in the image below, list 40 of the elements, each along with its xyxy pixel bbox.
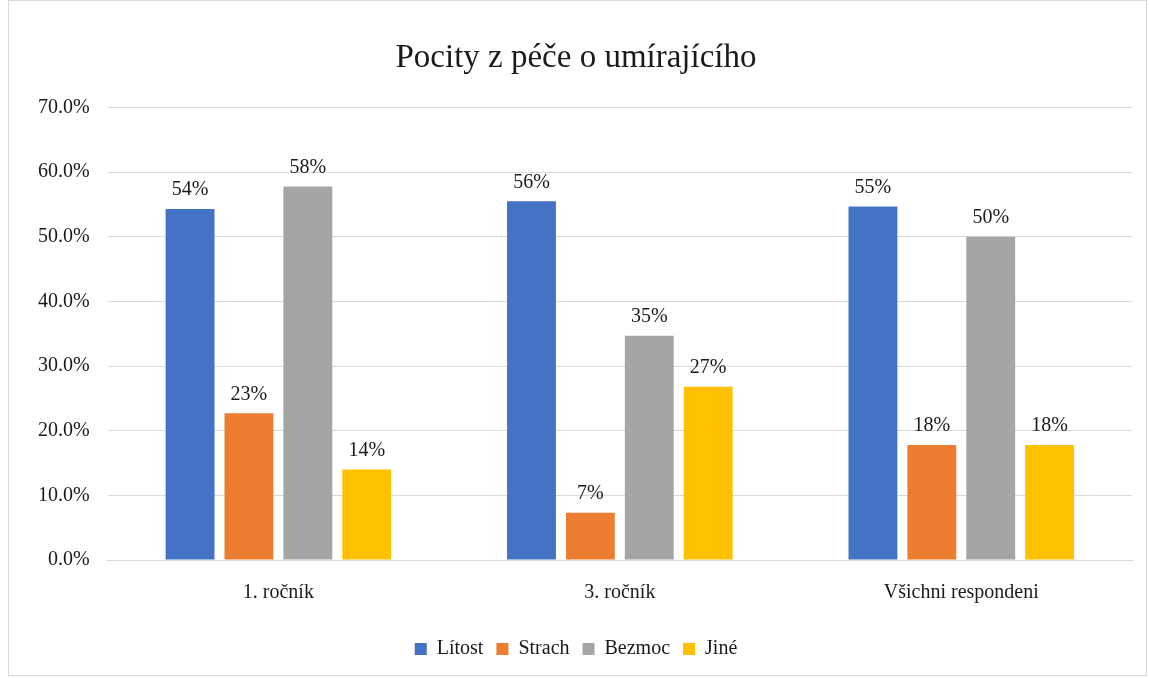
- data-label: 14%: [348, 437, 386, 460]
- x-tick-label: 1. ročník: [242, 580, 314, 603]
- data-label: 27%: [689, 355, 727, 378]
- data-label: 55%: [854, 174, 892, 197]
- bar: [342, 469, 392, 560]
- y-tick-label: 0.0%: [47, 547, 90, 570]
- x-tick-label: Všichni respondeni: [883, 580, 1040, 604]
- chart-title: Pocity z péče o umírajícího: [395, 38, 757, 75]
- y-tick-label: 20.0%: [37, 417, 90, 440]
- bar: [624, 335, 674, 560]
- data-label: 23%: [230, 381, 268, 404]
- bar: [165, 209, 215, 560]
- y-tick-label: 70.0%: [37, 94, 90, 117]
- data-label: 7%: [577, 481, 604, 504]
- legend-label: Bezmoc: [604, 636, 671, 659]
- bar: [848, 206, 898, 560]
- y-tick-label: 30.0%: [37, 353, 90, 376]
- bar: [507, 201, 556, 560]
- bar: [565, 512, 615, 560]
- legend-label: Strach: [518, 636, 570, 659]
- data-label: 58%: [289, 154, 327, 177]
- x-tick-label: 3. ročník: [584, 580, 656, 603]
- legend-label: Jiné: [705, 636, 738, 659]
- data-label: 54%: [171, 177, 209, 200]
- data-label: 18%: [913, 413, 951, 436]
- bar: [907, 444, 957, 560]
- bar: [1025, 444, 1075, 560]
- y-tick-label: 40.0%: [37, 288, 90, 311]
- data-label: 50%: [972, 205, 1010, 228]
- bar: [283, 186, 333, 560]
- bar: [224, 413, 274, 560]
- legend-label: Lítost: [436, 636, 484, 659]
- y-tick-label: 50.0%: [37, 224, 90, 247]
- bar: [683, 386, 733, 560]
- data-label: 56%: [513, 169, 550, 192]
- y-tick-label: 60.0%: [37, 159, 90, 182]
- y-tick-label: 10.0%: [37, 482, 90, 505]
- data-label: 18%: [1031, 413, 1068, 436]
- bar: [966, 236, 1016, 560]
- data-label: 35%: [630, 303, 668, 326]
